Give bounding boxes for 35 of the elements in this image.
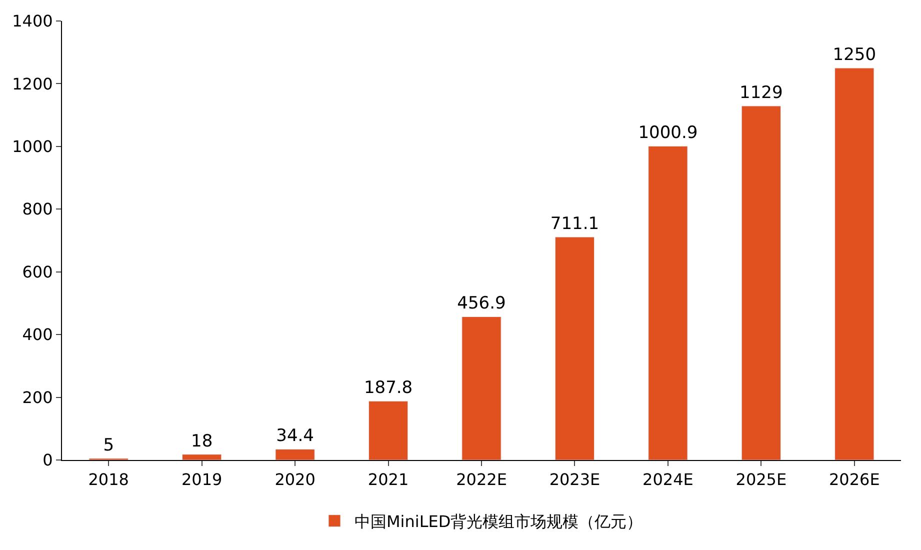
data-label: 711.1 [550, 214, 600, 234]
bar [834, 68, 874, 460]
data-label: 187.8 [364, 378, 413, 398]
x-tick-label: 2022E [456, 470, 507, 490]
y-tick-label: 1000 [12, 137, 53, 156]
x-tick-label: 2025E [736, 470, 787, 490]
data-label: 18 [191, 431, 213, 452]
bar [275, 448, 315, 460]
bar [368, 400, 408, 460]
bar [462, 316, 502, 460]
data-label: 1000.9 [638, 123, 698, 144]
bar [648, 146, 688, 460]
legend-label: 中国MiniLED背光模组市场规模（亿元） [354, 512, 643, 532]
bar [182, 454, 222, 460]
y-tick-label: 600 [22, 262, 53, 282]
data-label: 1129 [740, 82, 783, 103]
y-tick-label: 1400 [12, 12, 53, 31]
bar [554, 236, 595, 460]
data-label: 34.4 [276, 426, 314, 446]
x-tick-label: 2018 [88, 470, 129, 490]
x-tick-label: 2026E [828, 470, 880, 490]
x-tick-label: 2019 [181, 470, 222, 490]
y-tick-label: 0 [42, 450, 53, 470]
x-tick-label: 2024E [642, 470, 694, 490]
bar [741, 106, 781, 460]
y-tick-label: 200 [22, 388, 53, 407]
data-label: 1250 [832, 45, 876, 66]
data-label: 456.9 [457, 294, 506, 314]
y-tick-label: 400 [22, 325, 53, 344]
y-tick-label: 800 [22, 200, 53, 219]
y-tick-label: 1200 [12, 74, 53, 94]
data-label: 5 [103, 435, 114, 456]
x-tick-label: 2020 [274, 470, 316, 490]
x-tick-label: 2021 [368, 470, 409, 490]
x-tick-label: 2023E [549, 470, 600, 490]
